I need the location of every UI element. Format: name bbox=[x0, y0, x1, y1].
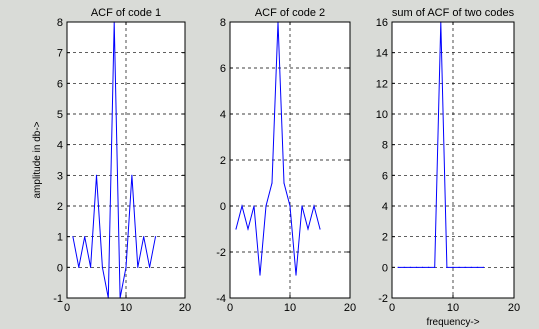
y-tick-label: 4 bbox=[57, 140, 63, 152]
data-point bbox=[125, 266, 127, 268]
data-point bbox=[428, 266, 430, 268]
y-tick-label: 10 bbox=[376, 109, 388, 121]
x-tick-label: 20 bbox=[344, 302, 356, 314]
chart-title: ACF of code 1 bbox=[91, 7, 161, 19]
data-point bbox=[154, 236, 157, 238]
y-tick-label: 3 bbox=[57, 170, 63, 182]
data-point bbox=[78, 266, 80, 268]
y-tick-label: 6 bbox=[57, 78, 63, 90]
y-tick-label: 5 bbox=[57, 109, 63, 121]
y-tick-label: -2 bbox=[216, 247, 226, 259]
data-point bbox=[458, 266, 460, 268]
data-point bbox=[409, 266, 411, 268]
y-tick-label: 1 bbox=[57, 232, 63, 244]
x-tick-label: 10 bbox=[284, 302, 296, 314]
x-tick-label: 10 bbox=[120, 302, 132, 314]
data-point bbox=[319, 228, 321, 230]
y-tick-label: 6 bbox=[220, 63, 226, 75]
y-tick-label: -2 bbox=[378, 293, 388, 305]
data-point bbox=[434, 266, 436, 268]
x-tick-label: 10 bbox=[447, 302, 459, 314]
y-tick-label: 14 bbox=[376, 48, 388, 60]
data-point bbox=[247, 228, 249, 230]
data-point bbox=[289, 205, 291, 207]
y-tick-label: 4 bbox=[382, 201, 388, 213]
data-point bbox=[90, 266, 92, 268]
data-point bbox=[397, 266, 399, 268]
data-point bbox=[72, 236, 74, 238]
data-point bbox=[241, 205, 243, 207]
data-point bbox=[470, 266, 472, 268]
y-tick-label: 7 bbox=[57, 48, 63, 60]
data-point bbox=[476, 266, 478, 268]
data-point bbox=[84, 236, 86, 238]
y-tick-label: 0 bbox=[220, 201, 226, 213]
x-tick-label: 0 bbox=[227, 302, 233, 314]
data-point bbox=[464, 266, 466, 268]
data-point bbox=[415, 266, 417, 268]
data-point bbox=[143, 236, 145, 238]
data-point bbox=[131, 174, 133, 176]
data-point bbox=[235, 228, 237, 230]
y-tick-label: 0 bbox=[382, 262, 388, 274]
data-point bbox=[482, 266, 485, 268]
data-point bbox=[265, 205, 267, 207]
data-point bbox=[313, 205, 315, 207]
y-tick-label: 12 bbox=[376, 78, 388, 90]
y-tick-label: 8 bbox=[57, 17, 63, 29]
y-tick-label: -1 bbox=[53, 293, 63, 305]
y-tick-label: 8 bbox=[220, 17, 226, 29]
y-tick-label: 0 bbox=[57, 262, 63, 274]
x-tick-label: 20 bbox=[508, 302, 520, 314]
axes-2: 0 10 20 -4 -2 0 2 4 6 8 ACF of code 2 bbox=[216, 7, 356, 314]
data-point bbox=[307, 228, 309, 230]
data-point bbox=[253, 205, 255, 207]
data-point bbox=[283, 182, 285, 184]
y-tick-label: 2 bbox=[382, 232, 388, 244]
y-axis-label: amplitude in db-> bbox=[32, 121, 43, 198]
y-tick-label: 6 bbox=[382, 170, 388, 182]
y-tick-label: 8 bbox=[382, 140, 388, 152]
chart-title: sum of ACF of two codes bbox=[392, 7, 515, 19]
data-point bbox=[95, 174, 98, 176]
data-point bbox=[452, 266, 454, 268]
data-point bbox=[446, 266, 448, 268]
x-axis-label: frequency-> bbox=[426, 317, 479, 328]
y-tick-label: 16 bbox=[376, 17, 388, 29]
y-tick-label: 2 bbox=[57, 201, 63, 213]
data-point bbox=[137, 266, 139, 268]
x-tick-label: 0 bbox=[64, 302, 70, 314]
data-point bbox=[421, 266, 424, 268]
y-tick-label: -4 bbox=[216, 293, 226, 305]
data-point bbox=[149, 266, 151, 268]
data-point bbox=[295, 274, 297, 276]
x-tick-label: 0 bbox=[389, 302, 395, 314]
data-point bbox=[301, 205, 303, 207]
y-tick-label: 2 bbox=[220, 155, 226, 167]
data-point bbox=[271, 182, 273, 184]
data-point bbox=[403, 266, 405, 268]
y-tick-label: 4 bbox=[220, 109, 226, 121]
x-tick-label: 20 bbox=[179, 302, 191, 314]
data-point bbox=[101, 266, 103, 268]
data-point bbox=[259, 274, 261, 276]
chart-title: ACF of code 2 bbox=[255, 7, 325, 19]
